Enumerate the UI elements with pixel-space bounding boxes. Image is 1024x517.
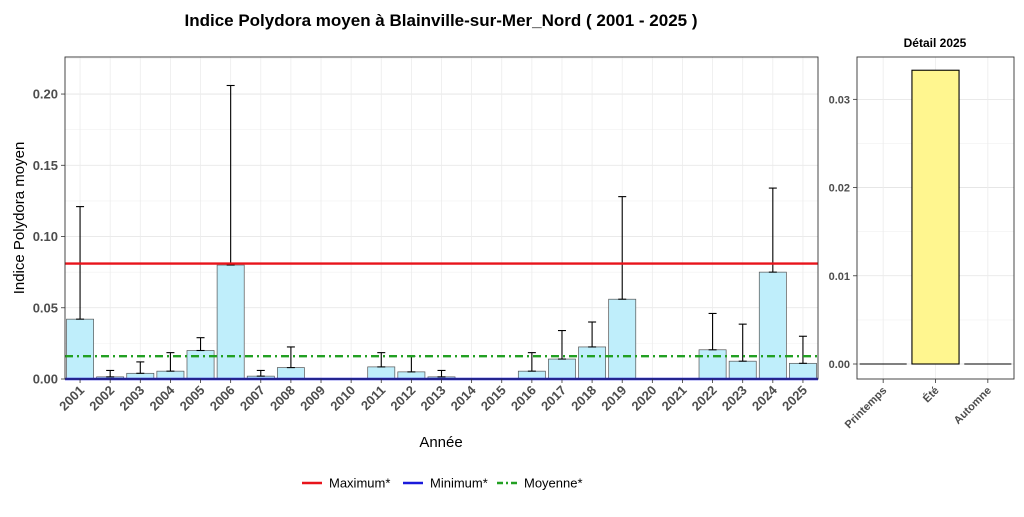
x-axis-label: Année [419, 434, 462, 451]
x-tick-label-2007: 2007 [237, 383, 268, 414]
x-tick-label-2020: 2020 [628, 383, 659, 414]
main-plot-area: 0.00 0.05 0.10 0.15 0.20 2001 2002 2003 2004 2005… [33, 56, 819, 414]
x-tick-label-2012: 2012 [387, 383, 418, 414]
bar-2011 [367, 366, 396, 380]
bar-2018 [578, 346, 607, 380]
x-tick-label-2006: 2006 [207, 383, 238, 414]
bar-2019 [608, 298, 637, 380]
bar-2005 [186, 350, 215, 380]
inset-y-tick-label: 0.02 [829, 183, 850, 195]
inset-plot-area: 0.00 0.01 0.02 0.03 Printemps Été Automne [829, 56, 1015, 432]
x-tick-label-2013: 2013 [418, 383, 449, 414]
bar-2023 [728, 360, 757, 380]
inset-chart-title: Détail 2025 [904, 36, 967, 50]
x-tick-label-2023: 2023 [719, 383, 750, 414]
bar-2006 [216, 264, 245, 380]
x-tick-label-2005: 2005 [177, 383, 208, 414]
x-tick-label-2015: 2015 [478, 383, 509, 414]
x-tick-label-2024: 2024 [749, 382, 781, 414]
y-tick-label: 0.00 [33, 372, 58, 387]
bar-2017 [548, 358, 576, 380]
bar-2022 [698, 349, 727, 380]
y-tick-label: 0.10 [33, 229, 58, 244]
x-tick-label-2017: 2017 [538, 383, 569, 414]
x-tick-label-2025: 2025 [779, 383, 810, 414]
y-tick-label: 0.05 [33, 300, 58, 315]
x-tick-label-2004: 2004 [146, 382, 178, 414]
inset-y-tick-label: 0.00 [829, 359, 850, 371]
x-tick-label-2003: 2003 [116, 383, 147, 414]
legend-label-moyenne: Moyenne* [524, 476, 583, 491]
y-tick-label: 0.15 [33, 158, 58, 173]
x-tick-label-2022: 2022 [689, 383, 720, 414]
x-tick-label-2002: 2002 [86, 383, 117, 414]
x-tick-label-2018: 2018 [568, 383, 599, 414]
x-tick-label-2014: 2014 [448, 382, 480, 414]
inset-y-tick-label: 0.01 [829, 271, 850, 283]
inset-bar-Été [911, 69, 960, 365]
y-axis-label: Indice Polydora moyen [11, 142, 28, 295]
bar-2025 [789, 362, 817, 380]
bar-2024 [758, 271, 787, 380]
chart-title: Indice Polydora moyen à Blainville-sur-M… [184, 11, 697, 30]
x-tick-label-2010: 2010 [327, 383, 358, 414]
inset-x-tick-label-printemps: Printemps [843, 385, 890, 432]
x-tick-label-2009: 2009 [297, 383, 328, 414]
x-tick-label-2021: 2021 [659, 383, 690, 414]
inset-y-tick-label: 0.03 [829, 94, 850, 106]
x-tick-label-2001: 2001 [56, 383, 87, 414]
legend: Maximum* Minimum* Moyenne* [302, 476, 583, 491]
x-tick-label-2011: 2011 [358, 383, 389, 414]
legend-label-minimum: Minimum* [430, 476, 488, 491]
x-tick-label-2016: 2016 [508, 383, 539, 414]
inset-x-tick-label-automne: Automne [952, 385, 994, 427]
x-tick-label-2008: 2008 [267, 383, 298, 414]
bar-2008 [276, 367, 305, 380]
y-tick-label: 0.20 [33, 87, 58, 102]
inset-x-tick-label-été: Été [920, 384, 941, 405]
x-tick-label-2019: 2019 [598, 383, 629, 414]
bar-2001 [66, 318, 94, 380]
legend-label-maximum: Maximum* [329, 476, 390, 491]
